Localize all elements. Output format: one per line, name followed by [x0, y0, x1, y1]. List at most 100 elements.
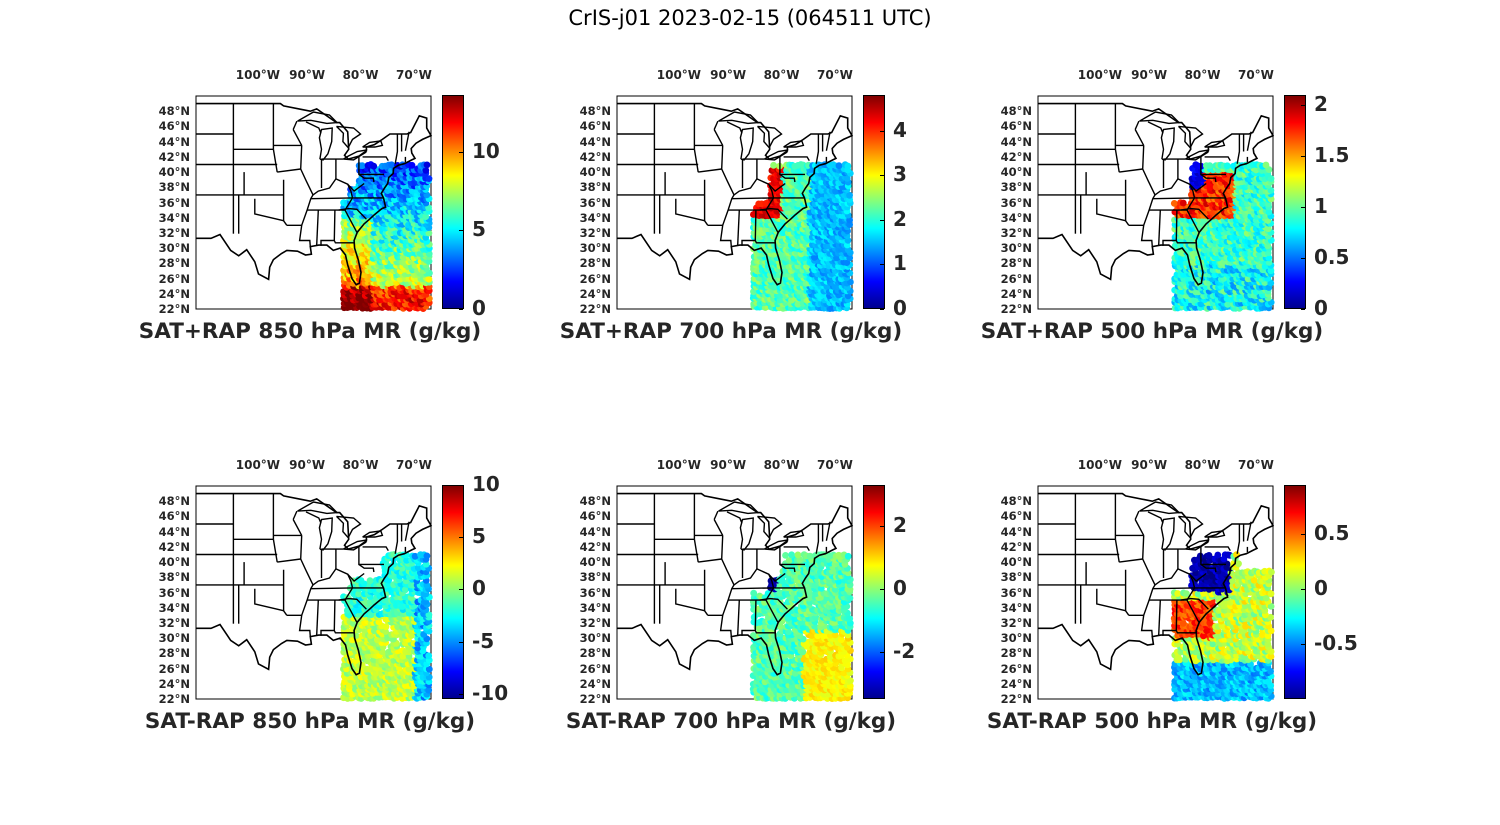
- latitude-tick-label: 46°N: [158, 509, 190, 524]
- latitude-tick-label: 44°N: [1000, 134, 1032, 149]
- longitude-tick-label: 80°W: [763, 68, 800, 82]
- state-border: [693, 149, 699, 173]
- panel-title: SAT+RAP 500 hPa MR (g/kg): [980, 319, 1324, 344]
- panel-title: SAT+RAP 850 hPa MR (g/kg): [138, 319, 482, 344]
- state-border: [272, 539, 278, 563]
- state-border: [358, 173, 375, 183]
- colorbar-tick-mark: [1301, 258, 1305, 260]
- latitude-tick-label: 32°N: [579, 225, 611, 240]
- colorbar-tick-label: 10: [472, 472, 500, 496]
- latitude-tick-label: 30°N: [579, 241, 611, 256]
- lake-outline: [757, 125, 783, 149]
- colorbar-tick-mark: [880, 219, 884, 221]
- colorbar-tick-label: 1: [1314, 194, 1328, 219]
- colorbar-tick-label: -10: [472, 680, 509, 705]
- observation-dot: [843, 174, 851, 182]
- latitude-tick-label: 36°N: [579, 195, 611, 210]
- map-panel-2: 100°W 90°W 80°W 70°W 48°N 46°N 44°N 42°N 40°N 38°…: [541, 62, 961, 382]
- state-border: [1128, 224, 1153, 247]
- latitude-tick-label: 24°N: [158, 676, 190, 691]
- observation-dot: [1267, 175, 1275, 182]
- observation-dot: [835, 162, 843, 170]
- state-border: [1200, 173, 1217, 183]
- observation-dot: [425, 275, 433, 283]
- latitude-tick-label: 28°N: [579, 646, 611, 661]
- colorbar-tick-label: 0: [893, 296, 907, 320]
- latitude-tick-label: 34°N: [158, 600, 190, 615]
- latitude-tick-label: 44°N: [158, 524, 190, 539]
- state-border: [1124, 179, 1130, 226]
- latitude-tick-label: 42°N: [579, 539, 611, 554]
- colorbar-tick-mark: [459, 309, 463, 310]
- state-border: [768, 182, 786, 193]
- observation-dot: [388, 161, 395, 169]
- map-panel-4: 100°W 90°W 80°W 70°W 48°N 46°N 44°N 42°N 40°N 38°…: [120, 452, 540, 772]
- state-border: [1204, 156, 1231, 162]
- state-border: [312, 568, 354, 589]
- observation-dot: [425, 175, 433, 182]
- colorbar-tick-label: 5: [472, 524, 486, 549]
- state-border: [1096, 198, 1127, 222]
- observation-dot: [425, 686, 433, 694]
- state-border: [316, 600, 319, 636]
- state-border: [1162, 210, 1178, 246]
- state-border: [282, 569, 288, 616]
- observation-dot: [846, 615, 854, 622]
- state-border: [1119, 168, 1143, 173]
- state-border: [316, 210, 319, 246]
- state-border: [338, 597, 367, 610]
- longitude-tick-label: 70°W: [816, 68, 853, 82]
- longitude-tick-label: 90°W: [289, 458, 326, 472]
- state-border: [277, 558, 301, 563]
- longitude-tick-label: 80°W: [342, 458, 379, 472]
- colorbar-tick-label: -5: [472, 628, 495, 653]
- map-panel-5: 100°W 90°W 80°W 70°W 48°N 46°N 44°N 42°N 40°N 38°…: [541, 452, 961, 772]
- latitude-tick-label: 40°N: [158, 555, 190, 570]
- observation-dots: [749, 551, 854, 702]
- observation-dot: [423, 552, 431, 560]
- latitude-tick-label: 42°N: [1000, 149, 1032, 164]
- observation-dot: [423, 161, 431, 169]
- state-border: [1134, 129, 1145, 146]
- lake-outline: [718, 111, 760, 125]
- observation-dot: [375, 618, 383, 626]
- state-border: [675, 198, 706, 222]
- observation-dot: [422, 166, 430, 174]
- observation-dot: [414, 564, 422, 572]
- latitude-tick-label: 28°N: [1000, 256, 1032, 271]
- state-border: [825, 131, 831, 151]
- panel-title: SAT-RAP 850 hPa MR (g/kg): [144, 709, 476, 734]
- colorbar-tick-label: 1: [893, 251, 907, 276]
- lake-outline: [362, 140, 384, 148]
- latitude-tick-label: 32°N: [1000, 225, 1032, 240]
- colorbar-tick-mark: [1301, 207, 1305, 209]
- observation-dot: [349, 619, 357, 627]
- latitude-tick-label: 24°N: [579, 286, 611, 301]
- latitude-tick-label: 44°N: [579, 524, 611, 539]
- longitude-tick-label: 100°W: [235, 458, 281, 472]
- observation-dot: [1170, 200, 1178, 207]
- state-border: [754, 240, 776, 244]
- colorbar-tick-mark: [880, 130, 884, 132]
- latitude-tick-label: 48°N: [158, 494, 190, 509]
- state-border: [1200, 156, 1226, 176]
- observation-dot: [837, 636, 845, 644]
- observation-dot: [770, 161, 777, 169]
- latitude-tick-label: 28°N: [158, 256, 190, 271]
- latitude-tick-label: 22°N: [1000, 302, 1032, 316]
- latitude-tick-label: 38°N: [1000, 180, 1032, 195]
- observation-dot: [367, 611, 375, 619]
- state-border: [282, 179, 288, 226]
- state-border: [779, 173, 796, 183]
- figure-title: CrIS-j01 2023-02-15 (064511 UTC): [568, 6, 932, 30]
- observation-dot: [1267, 267, 1275, 275]
- observation-dot: [1264, 225, 1272, 233]
- state-border: [1180, 207, 1209, 220]
- state-border: [292, 519, 303, 536]
- latitude-tick-label: 24°N: [158, 286, 190, 301]
- colorbar-tick-mark: [880, 309, 884, 310]
- longitude-tick-label: 90°W: [710, 458, 747, 472]
- state-border: [737, 210, 740, 246]
- latitude-tick-label: 46°N: [579, 509, 611, 524]
- state-border: [333, 630, 355, 634]
